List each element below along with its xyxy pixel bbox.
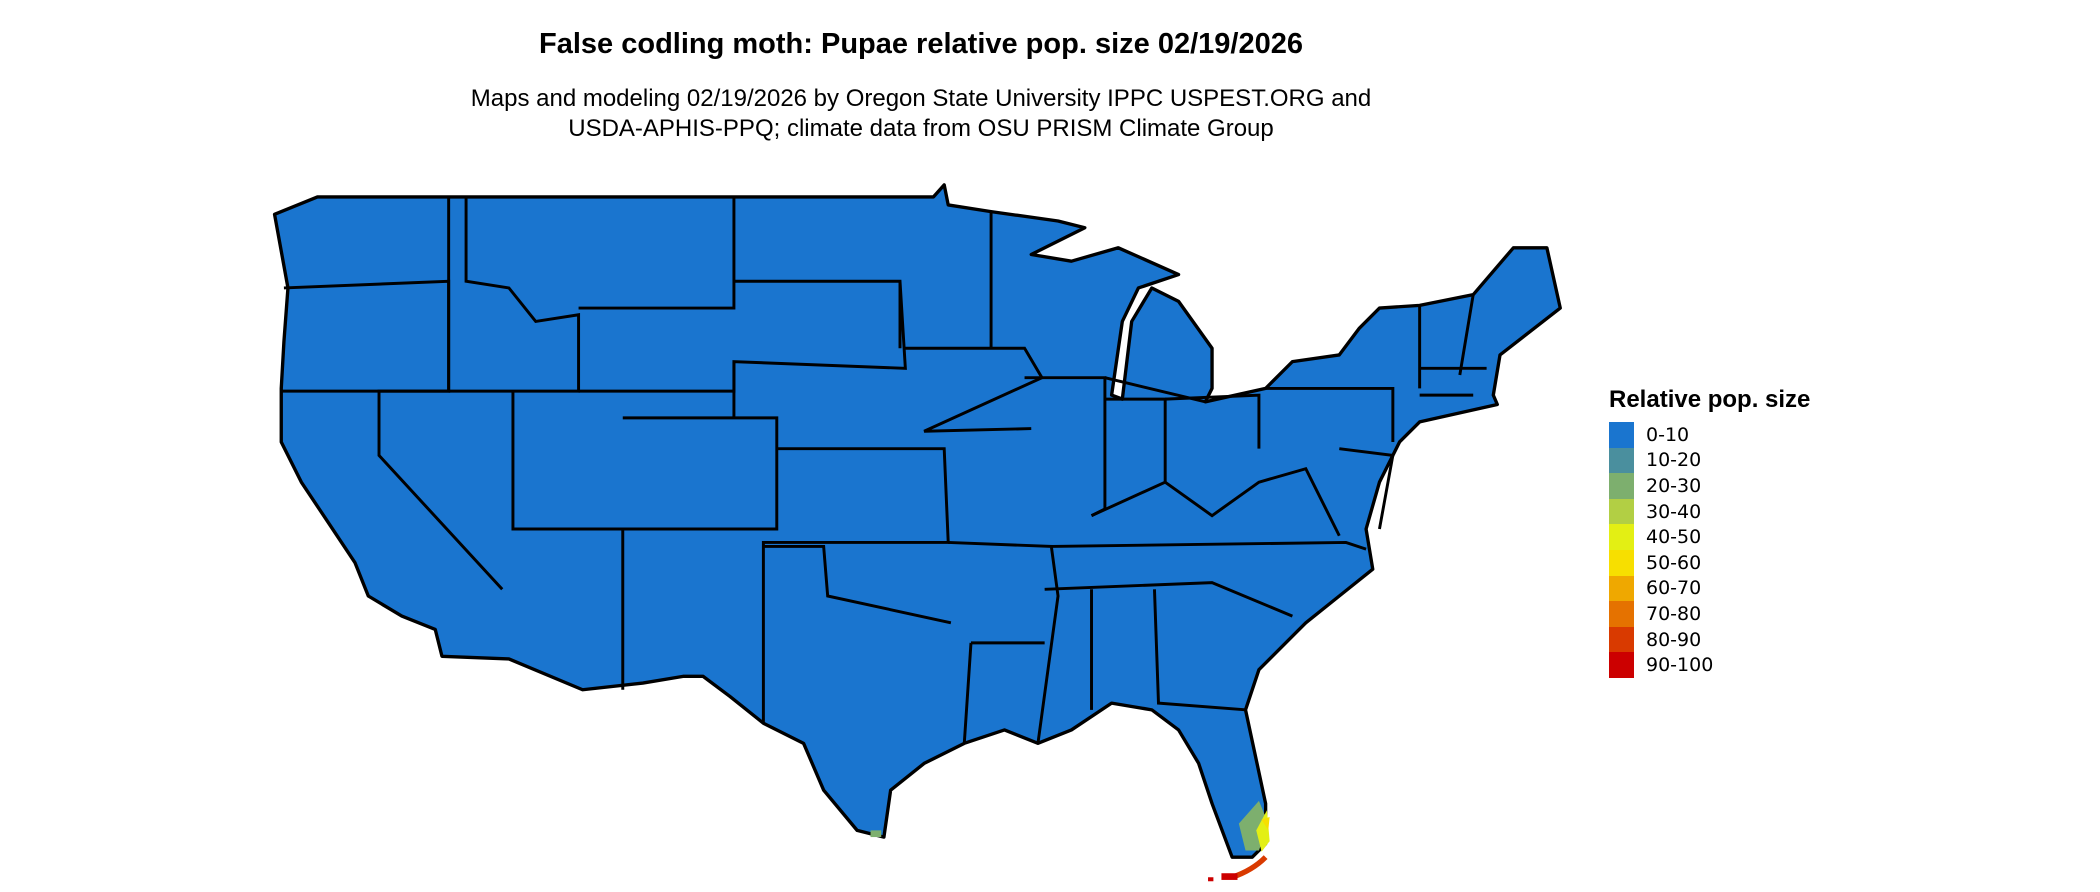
- legend-label: 80-90: [1646, 628, 1702, 651]
- legend-item: 0-10: [1609, 422, 1810, 448]
- legend-label: 10-20: [1646, 449, 1702, 472]
- legend-label: 60-70: [1646, 577, 1702, 600]
- state-borders: [281, 196, 1487, 744]
- legend-item: 60-70: [1609, 575, 1810, 602]
- hotspot-keys-90-100b: [1208, 877, 1214, 882]
- map-title: False codling moth: Pupae relative pop. …: [539, 28, 1303, 60]
- map-subtitle-line1: Maps and modeling 02/19/2026 by Oregon S…: [470, 85, 1372, 112]
- legend-label: 70-80: [1646, 602, 1702, 625]
- legend-swatch: [1609, 652, 1634, 678]
- legend-swatch: [1609, 473, 1634, 499]
- legend-item: 80-90: [1609, 626, 1810, 653]
- legend-label: 50-60: [1646, 551, 1702, 574]
- legend-swatch: [1609, 422, 1634, 448]
- legend-swatch: [1609, 549, 1634, 576]
- legend-label: 90-100: [1646, 654, 1714, 677]
- map-subtitle-line2: USDA-APHIS-PPQ; climate data from OSU PR…: [568, 115, 1274, 142]
- legend-label: 0-10: [1646, 423, 1690, 446]
- legend-label: 20-30: [1646, 474, 1702, 497]
- legend-item: 20-30: [1609, 473, 1810, 499]
- legend-item: 50-60: [1609, 549, 1810, 576]
- legend-swatch: [1609, 524, 1634, 550]
- legend-label: 30-40: [1646, 500, 1702, 523]
- legend-item: 30-40: [1609, 498, 1810, 525]
- legend-swatch: [1609, 575, 1634, 602]
- legend-swatch: [1609, 447, 1634, 474]
- risk-hotspots: [870, 800, 1270, 882]
- legend: Relative pop. size 0-10 10-20 20-30 30-40 40…: [1609, 386, 1810, 678]
- legend-label: 40-50: [1646, 526, 1702, 549]
- legend-swatch: [1609, 601, 1634, 627]
- legend-title: Relative pop. size: [1609, 386, 1811, 413]
- legend-item: 40-50: [1609, 524, 1810, 550]
- legend-item: 90-100: [1609, 652, 1810, 678]
- us-outline: [272, 183, 1562, 859]
- hotspot-keys-90-100: [1221, 873, 1238, 880]
- hotspot-texas-20-30: [870, 830, 882, 838]
- legend-swatch: [1609, 626, 1634, 653]
- legend-item: 70-80: [1609, 601, 1810, 627]
- legend-swatch: [1609, 498, 1634, 525]
- hotspot-50-60: [1261, 816, 1270, 831]
- legend-item: 10-20: [1609, 447, 1810, 474]
